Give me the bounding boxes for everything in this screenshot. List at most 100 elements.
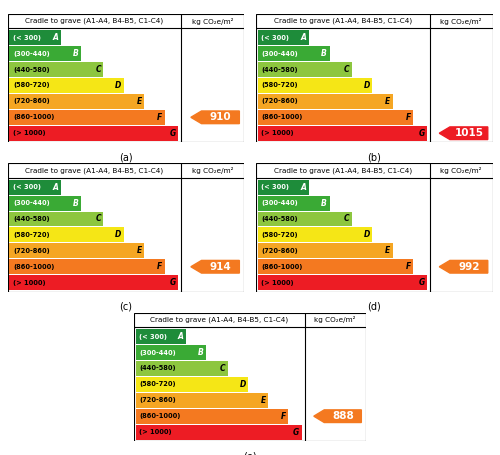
Text: B: B [73,198,79,207]
Text: G: G [170,129,176,138]
Bar [258,243,393,258]
Text: (860-1000): (860-1000) [13,114,54,120]
Bar [136,329,186,344]
Bar [10,78,124,93]
Text: (860-1000): (860-1000) [262,264,302,270]
FancyArrow shape [440,127,488,140]
Text: (720-860): (720-860) [13,98,50,104]
Text: D: D [115,81,121,90]
Text: E: E [385,97,390,106]
Bar [10,46,81,61]
Bar [258,228,372,243]
Text: A: A [178,332,184,341]
Text: (580-720): (580-720) [262,82,298,88]
Text: (a): (a) [119,152,132,162]
Text: G: G [418,278,424,287]
Bar [258,180,309,195]
Text: 914: 914 [210,262,232,272]
Bar [10,110,165,125]
Text: B: B [322,198,327,207]
Bar [258,46,330,61]
Text: G: G [418,129,424,138]
FancyArrow shape [191,260,240,273]
Text: C: C [344,65,350,74]
Text: (300-440): (300-440) [13,200,50,206]
Text: D: D [364,81,370,90]
Text: (> 1000): (> 1000) [13,130,46,136]
Text: D: D [364,230,370,239]
Text: kg CO₂e/m²: kg CO₂e/m² [192,18,234,25]
Text: D: D [240,380,246,389]
Bar [10,196,81,211]
Text: (720-860): (720-860) [140,397,176,403]
Text: kg CO₂e/m²: kg CO₂e/m² [440,167,482,174]
Text: F: F [406,262,411,271]
Text: B: B [73,49,79,58]
Text: (> 1000): (> 1000) [140,429,172,435]
Text: kg CO₂e/m²: kg CO₂e/m² [192,167,234,174]
Text: (c): (c) [120,302,132,312]
Text: B: B [198,348,204,357]
Text: (440-580): (440-580) [13,216,50,222]
Text: E: E [136,246,142,255]
Text: (< 300): (< 300) [262,184,289,190]
Text: 888: 888 [332,411,353,421]
Bar [258,126,427,141]
Text: E: E [136,97,142,106]
Text: E: E [385,246,390,255]
Bar [258,110,413,125]
Bar [136,425,302,440]
Text: (440-580): (440-580) [262,66,298,72]
Bar [136,377,248,392]
Bar [258,30,309,45]
Bar [136,361,228,376]
Text: (720-860): (720-860) [262,98,298,104]
Bar [10,94,144,109]
Bar [10,212,104,227]
Bar [258,62,352,77]
Text: (580-720): (580-720) [140,381,176,387]
Text: D: D [115,230,121,239]
Text: (< 300): (< 300) [140,334,168,339]
Bar [10,180,60,195]
Bar [258,259,413,274]
Text: A: A [301,33,306,42]
Text: Cradle to grave (A1-A4, B4-B5, C1-C4): Cradle to grave (A1-A4, B4-B5, C1-C4) [274,167,412,174]
Text: (300-440): (300-440) [13,51,50,56]
Text: E: E [260,396,266,405]
Text: C: C [96,214,101,223]
Text: (300-440): (300-440) [262,51,298,56]
Text: A: A [52,33,59,42]
Bar [258,212,352,227]
Text: C: C [344,214,350,223]
Text: F: F [157,113,162,122]
Text: (580-720): (580-720) [13,232,50,238]
Text: G: G [170,278,176,287]
Bar [10,275,178,290]
Text: (e): (e) [243,451,257,455]
Text: (d): (d) [368,302,381,312]
Bar [136,409,288,424]
Text: (580-720): (580-720) [262,232,298,238]
Text: (580-720): (580-720) [13,82,50,88]
Text: 910: 910 [210,112,231,122]
Text: (440-580): (440-580) [13,66,50,72]
Text: B: B [322,49,327,58]
Text: (440-580): (440-580) [140,365,176,371]
Text: A: A [52,182,59,192]
Text: (720-860): (720-860) [262,248,298,254]
Text: (300-440): (300-440) [140,349,176,355]
Bar [136,393,268,408]
Bar [10,62,104,77]
Text: kg CO₂e/m²: kg CO₂e/m² [314,316,356,324]
Bar [258,78,372,93]
Text: F: F [157,262,162,271]
Text: A: A [301,182,306,192]
Text: (< 300): (< 300) [13,35,41,40]
Text: (< 300): (< 300) [262,35,289,40]
Text: 992: 992 [458,262,479,272]
Text: (860-1000): (860-1000) [140,413,180,419]
Bar [10,259,165,274]
Text: (> 1000): (> 1000) [262,130,294,136]
Text: (> 1000): (> 1000) [13,280,46,286]
